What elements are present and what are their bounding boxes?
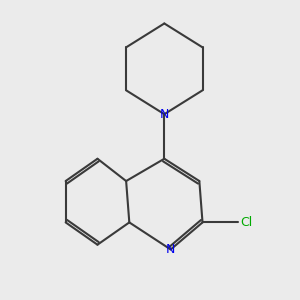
Text: N: N — [166, 243, 175, 256]
Text: N: N — [160, 108, 169, 121]
Text: Cl: Cl — [241, 216, 253, 229]
